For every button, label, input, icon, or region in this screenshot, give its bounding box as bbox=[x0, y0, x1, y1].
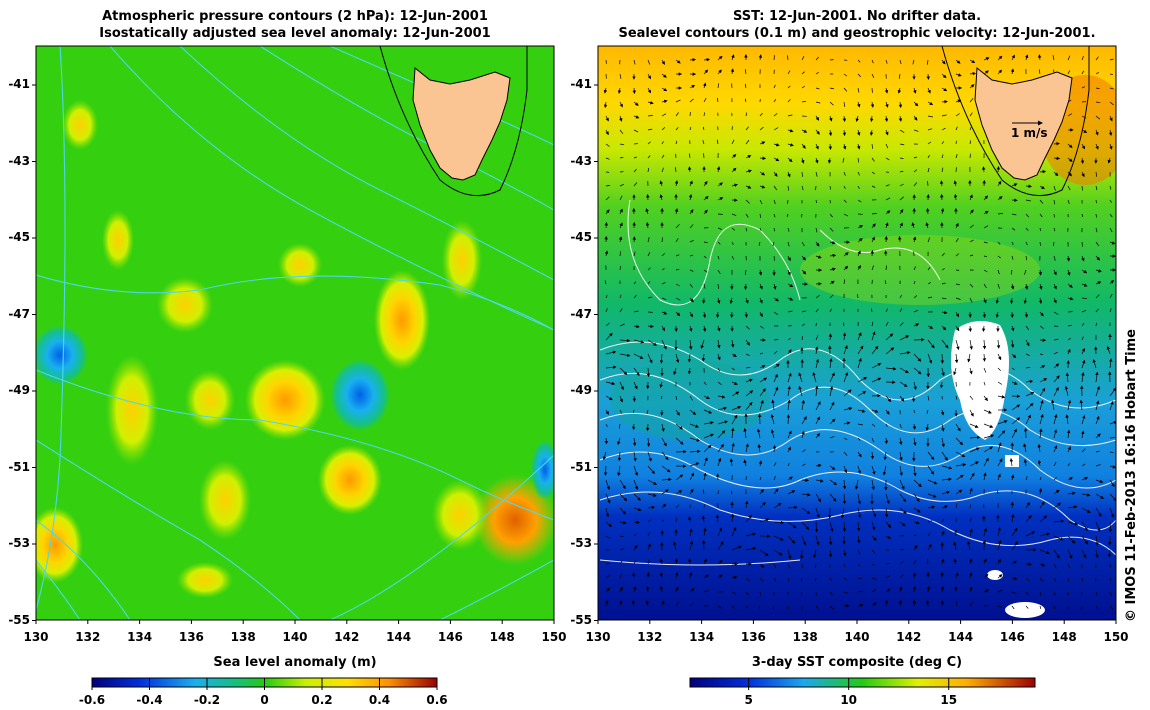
right-y-tick-label: -55 bbox=[570, 612, 592, 627]
left-title-line2: Isostatically adjusted sea level anomaly… bbox=[99, 26, 491, 41]
right-y-tick-label: -45 bbox=[570, 230, 592, 244]
right-x-tick-label: 134 bbox=[689, 630, 715, 644]
right-title: SST: 12-Jun-2001. No drifter data. Seale… bbox=[598, 8, 1116, 42]
left-y-tick-label: -49 bbox=[8, 383, 30, 397]
right-y-tick-label: -49 bbox=[570, 383, 592, 397]
right-x-tick-label: 138 bbox=[792, 630, 818, 644]
left-x-tick-label: 130 bbox=[23, 630, 49, 644]
right-title-line1: SST: 12-Jun-2001. No drifter data. bbox=[732, 9, 982, 24]
left-x-tick-label: 138 bbox=[230, 630, 256, 644]
right-x-tick-label: 150 bbox=[1103, 630, 1129, 644]
sla-colorbar-tick-label: 0.6 bbox=[426, 693, 448, 707]
sst-colorbar bbox=[689, 677, 1036, 688]
left-x-tick-label: 144 bbox=[386, 630, 412, 644]
right-title-line2: Sealevel contours (0.1 m) and geostrophi… bbox=[618, 26, 1096, 41]
right-x-tick-label: 140 bbox=[844, 630, 870, 644]
left-y-tick-label: -51 bbox=[8, 459, 30, 474]
left-y-tick-label: -53 bbox=[8, 536, 30, 550]
right-x-tick-label: 144 bbox=[948, 630, 974, 644]
left-y-tick-label: -41 bbox=[8, 77, 30, 91]
sla-colorbar-tick-label: -0.4 bbox=[136, 693, 163, 707]
sla-colorbar-tick-label: 0 bbox=[260, 693, 269, 707]
tasmania-land-right bbox=[974, 67, 1073, 181]
sla-colorbar-title: Sea level anomaly (m) bbox=[213, 655, 377, 670]
left-x-tick-label: 146 bbox=[437, 630, 463, 644]
right-x-tick-label: 148 bbox=[1051, 630, 1077, 644]
right-x-tick-label: 130 bbox=[585, 630, 611, 644]
sla-colorbar-tick-label: 0.4 bbox=[368, 693, 391, 707]
left-x-tick-label: 140 bbox=[282, 630, 308, 644]
sst-colorbar-tick-label: 10 bbox=[840, 693, 858, 707]
right-x-tick-label: 132 bbox=[637, 630, 663, 644]
left-x-tick-label: 142 bbox=[334, 630, 360, 644]
geostrophic-velocity-vectors bbox=[602, 54, 1116, 611]
left-title: Atmospheric pressure contours (2 hPa): 1… bbox=[36, 8, 554, 42]
sst-colorbar-title: 3-day SST composite (deg C) bbox=[751, 655, 963, 670]
right-x-tick-label: 136 bbox=[740, 630, 766, 644]
scale-arrow-label: 1 m/s bbox=[1011, 126, 1048, 140]
right-x-tick-label: 142 bbox=[896, 630, 922, 644]
right-y-tick-label: -41 bbox=[570, 77, 592, 91]
right-y-tick-label: -53 bbox=[570, 536, 592, 550]
right-y-tick-label: -51 bbox=[570, 459, 592, 474]
left-x-tick-label: 132 bbox=[75, 630, 101, 644]
right-y-tick-label: -47 bbox=[570, 306, 592, 321]
left-y-tick-label: -47 bbox=[8, 306, 30, 321]
tasmania-land bbox=[412, 67, 511, 181]
left-x-tick-label: 148 bbox=[489, 630, 515, 644]
left-y-tick-label: -45 bbox=[8, 230, 30, 244]
sla-colorbar-tick-label: -0.2 bbox=[193, 693, 221, 707]
sla-map bbox=[36, 46, 554, 620]
left-title-line1: Atmospheric pressure contours (2 hPa): 1… bbox=[102, 9, 488, 24]
sla-colorbar-tick-label: -0.6 bbox=[78, 693, 106, 707]
right-y-tick-label: -43 bbox=[570, 153, 592, 168]
credit-text: © IMOS 11-Feb-2013 16:16 Hobart Time bbox=[1124, 329, 1139, 622]
left-y-tick-label: -43 bbox=[8, 153, 30, 168]
sst-colorbar-tick-label: 15 bbox=[940, 693, 958, 707]
sst-colorbar-tick-label: 5 bbox=[744, 693, 753, 707]
left-y-tick-label: -55 bbox=[8, 612, 30, 627]
left-x-tick-label: 150 bbox=[541, 630, 567, 644]
sst-map bbox=[598, 46, 1116, 620]
left-x-tick-label: 134 bbox=[127, 630, 153, 644]
left-x-tick-label: 136 bbox=[178, 630, 204, 644]
sla-colorbar-tick-label: 0.2 bbox=[311, 693, 333, 707]
right-x-tick-label: 146 bbox=[999, 630, 1025, 644]
